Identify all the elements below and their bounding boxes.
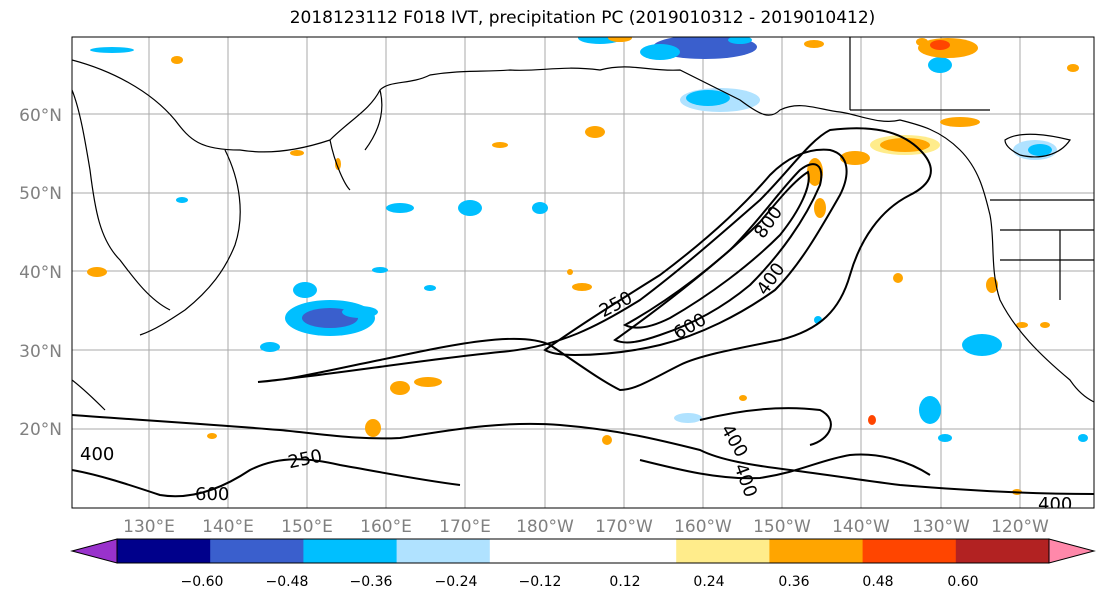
precip-positive-shading — [87, 37, 1079, 495]
colorbar — [70, 538, 1096, 564]
colorbar-tick-label: 0.24 — [693, 574, 724, 590]
lon-label: 140°E — [202, 517, 254, 537]
colorbar-extend-high — [1048, 538, 1096, 564]
contour-label: 400 — [80, 444, 114, 465]
latitude-labels: 60°N 50°N 40°N 30°N 20°N — [19, 106, 62, 440]
colorbar-swatch — [583, 539, 677, 563]
lat-label: 20°N — [19, 420, 62, 440]
longitude-labels: 130°E 140°E 150°E 160°E 170°E 180°W 170°… — [123, 517, 1049, 537]
lon-label: 180°W — [516, 517, 574, 537]
coastlines — [72, 37, 1094, 411]
lon-label: 130°E — [123, 517, 175, 537]
colorbar-outline — [116, 538, 1050, 564]
lon-label: 150°E — [281, 517, 333, 537]
graticule — [72, 37, 1094, 508]
colorbar-swatch — [396, 539, 491, 563]
map-title: 2018123112 F018 IVT, precipitation PC (2… — [289, 8, 876, 28]
lat-label: 30°N — [19, 342, 62, 362]
lon-label: 130°W — [912, 517, 970, 537]
colorbar-tick-label: 0.36 — [778, 574, 809, 590]
colorbar-tick-label: −0.60 — [181, 574, 224, 590]
contour-label: 600 — [195, 484, 229, 505]
ivt-contours — [72, 127, 1094, 498]
lat-label: 50°N — [19, 184, 62, 204]
colorbar-tick-label: −0.12 — [519, 574, 562, 590]
colorbar-swatch — [210, 539, 304, 563]
lon-label: 160°E — [360, 517, 412, 537]
lat-label: 40°N — [19, 263, 62, 283]
lon-label: 150°W — [753, 517, 811, 537]
map-border — [71, 36, 1095, 509]
colorbar-tick-labels: −0.60 −0.48 −0.36 −0.24 −0.12 0.12 0.24 … — [181, 574, 979, 590]
lon-label: 160°W — [674, 517, 732, 537]
colorbar-tick-label: −0.24 — [435, 574, 478, 590]
lon-label: 120°W — [991, 517, 1049, 537]
colorbar-swatch — [117, 539, 211, 563]
colorbar-swatch — [489, 539, 584, 563]
lon-label: 140°W — [832, 517, 890, 537]
colorbar-tick-label: −0.36 — [350, 574, 393, 590]
lat-label: 60°N — [19, 106, 62, 126]
colorbar-tick-label: 0.60 — [947, 574, 978, 590]
colorbar-swatch — [862, 539, 957, 563]
colorbar-swatch — [303, 539, 398, 563]
lon-label: 170°W — [595, 517, 653, 537]
precip-negative-shading — [90, 37, 1088, 442]
colorbar-swatch — [769, 539, 864, 563]
colorbar-swatch — [955, 539, 1050, 563]
colorbar-swatch — [676, 539, 770, 563]
colorbar-tick-label: 0.48 — [862, 574, 893, 590]
contour-label: 400 — [1038, 494, 1072, 515]
colorbar-extend-low — [70, 538, 118, 564]
colorbar-tick-label: −0.48 — [266, 574, 309, 590]
lon-label: 170°E — [439, 517, 491, 537]
colorbar-tick-label: 0.12 — [609, 574, 640, 590]
